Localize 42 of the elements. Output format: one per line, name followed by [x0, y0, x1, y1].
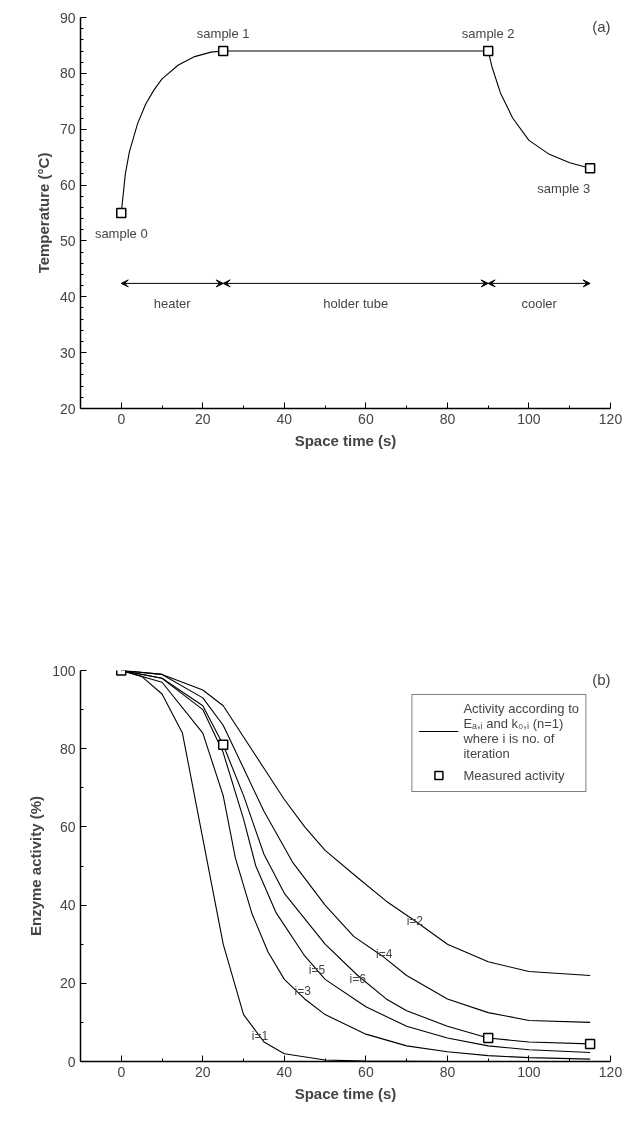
- x-tick-label: 80: [439, 1063, 456, 1080]
- x-tick-label: 40: [276, 410, 293, 427]
- y-tick-label: 90: [59, 9, 76, 26]
- y-axis-title: Temperature (°C): [34, 152, 52, 274]
- x-tick-label: 120: [598, 1063, 623, 1080]
- x-axis-title: Space time (s): [294, 1084, 397, 1102]
- y-axis-title: Enzyme activity (%): [27, 795, 45, 937]
- x-tick-label: 120: [598, 410, 623, 427]
- x-tick-label: 60: [358, 410, 374, 427]
- x-tick-label: 40: [276, 1063, 293, 1080]
- x-tick-label: 80: [439, 410, 456, 427]
- annotation: heater: [153, 296, 192, 312]
- x-tick-label: 60: [358, 1063, 374, 1080]
- annotation: sample 2: [461, 26, 515, 42]
- chart-title: (b): [592, 670, 611, 688]
- y-tick-label: 20: [59, 975, 76, 992]
- x-tick-label: 20: [195, 1063, 211, 1080]
- y-tick-label: 70: [59, 121, 76, 138]
- annotation: i=3: [294, 984, 312, 999]
- y-tick-label: 80: [59, 740, 76, 757]
- x-tick-label: 0: [117, 410, 126, 427]
- x-tick-label: 0: [117, 1063, 126, 1080]
- y-tick-label: 50: [59, 232, 76, 249]
- y-tick-label: 100: [52, 662, 76, 679]
- annotation: sample 3: [537, 181, 591, 197]
- legend-label: Measured activity: [463, 767, 565, 783]
- annotation: sample 0: [94, 226, 148, 241]
- annotation: sample 1: [196, 26, 250, 42]
- chart-title: (a): [592, 17, 611, 35]
- x-tick-label: 100: [517, 1063, 541, 1080]
- y-tick-label: 60: [59, 818, 76, 835]
- y-tick-label: 80: [59, 65, 76, 82]
- annotation: holder tube: [323, 296, 389, 312]
- y-tick-label: 60: [59, 177, 76, 194]
- annotation: cooler: [521, 296, 558, 312]
- y-tick-label: 30: [59, 344, 76, 361]
- y-tick-label: 40: [59, 897, 76, 914]
- annotation: Activity according to Eₐ,ᵢ and k₀,ᵢ (n=1) where i is no. of iteration: [463, 701, 579, 761]
- x-tick-label: 20: [195, 410, 211, 427]
- x-axis-title: Space time (s): [294, 431, 397, 449]
- y-tick-label: 40: [59, 288, 76, 305]
- x-tick-label: 100: [517, 410, 541, 427]
